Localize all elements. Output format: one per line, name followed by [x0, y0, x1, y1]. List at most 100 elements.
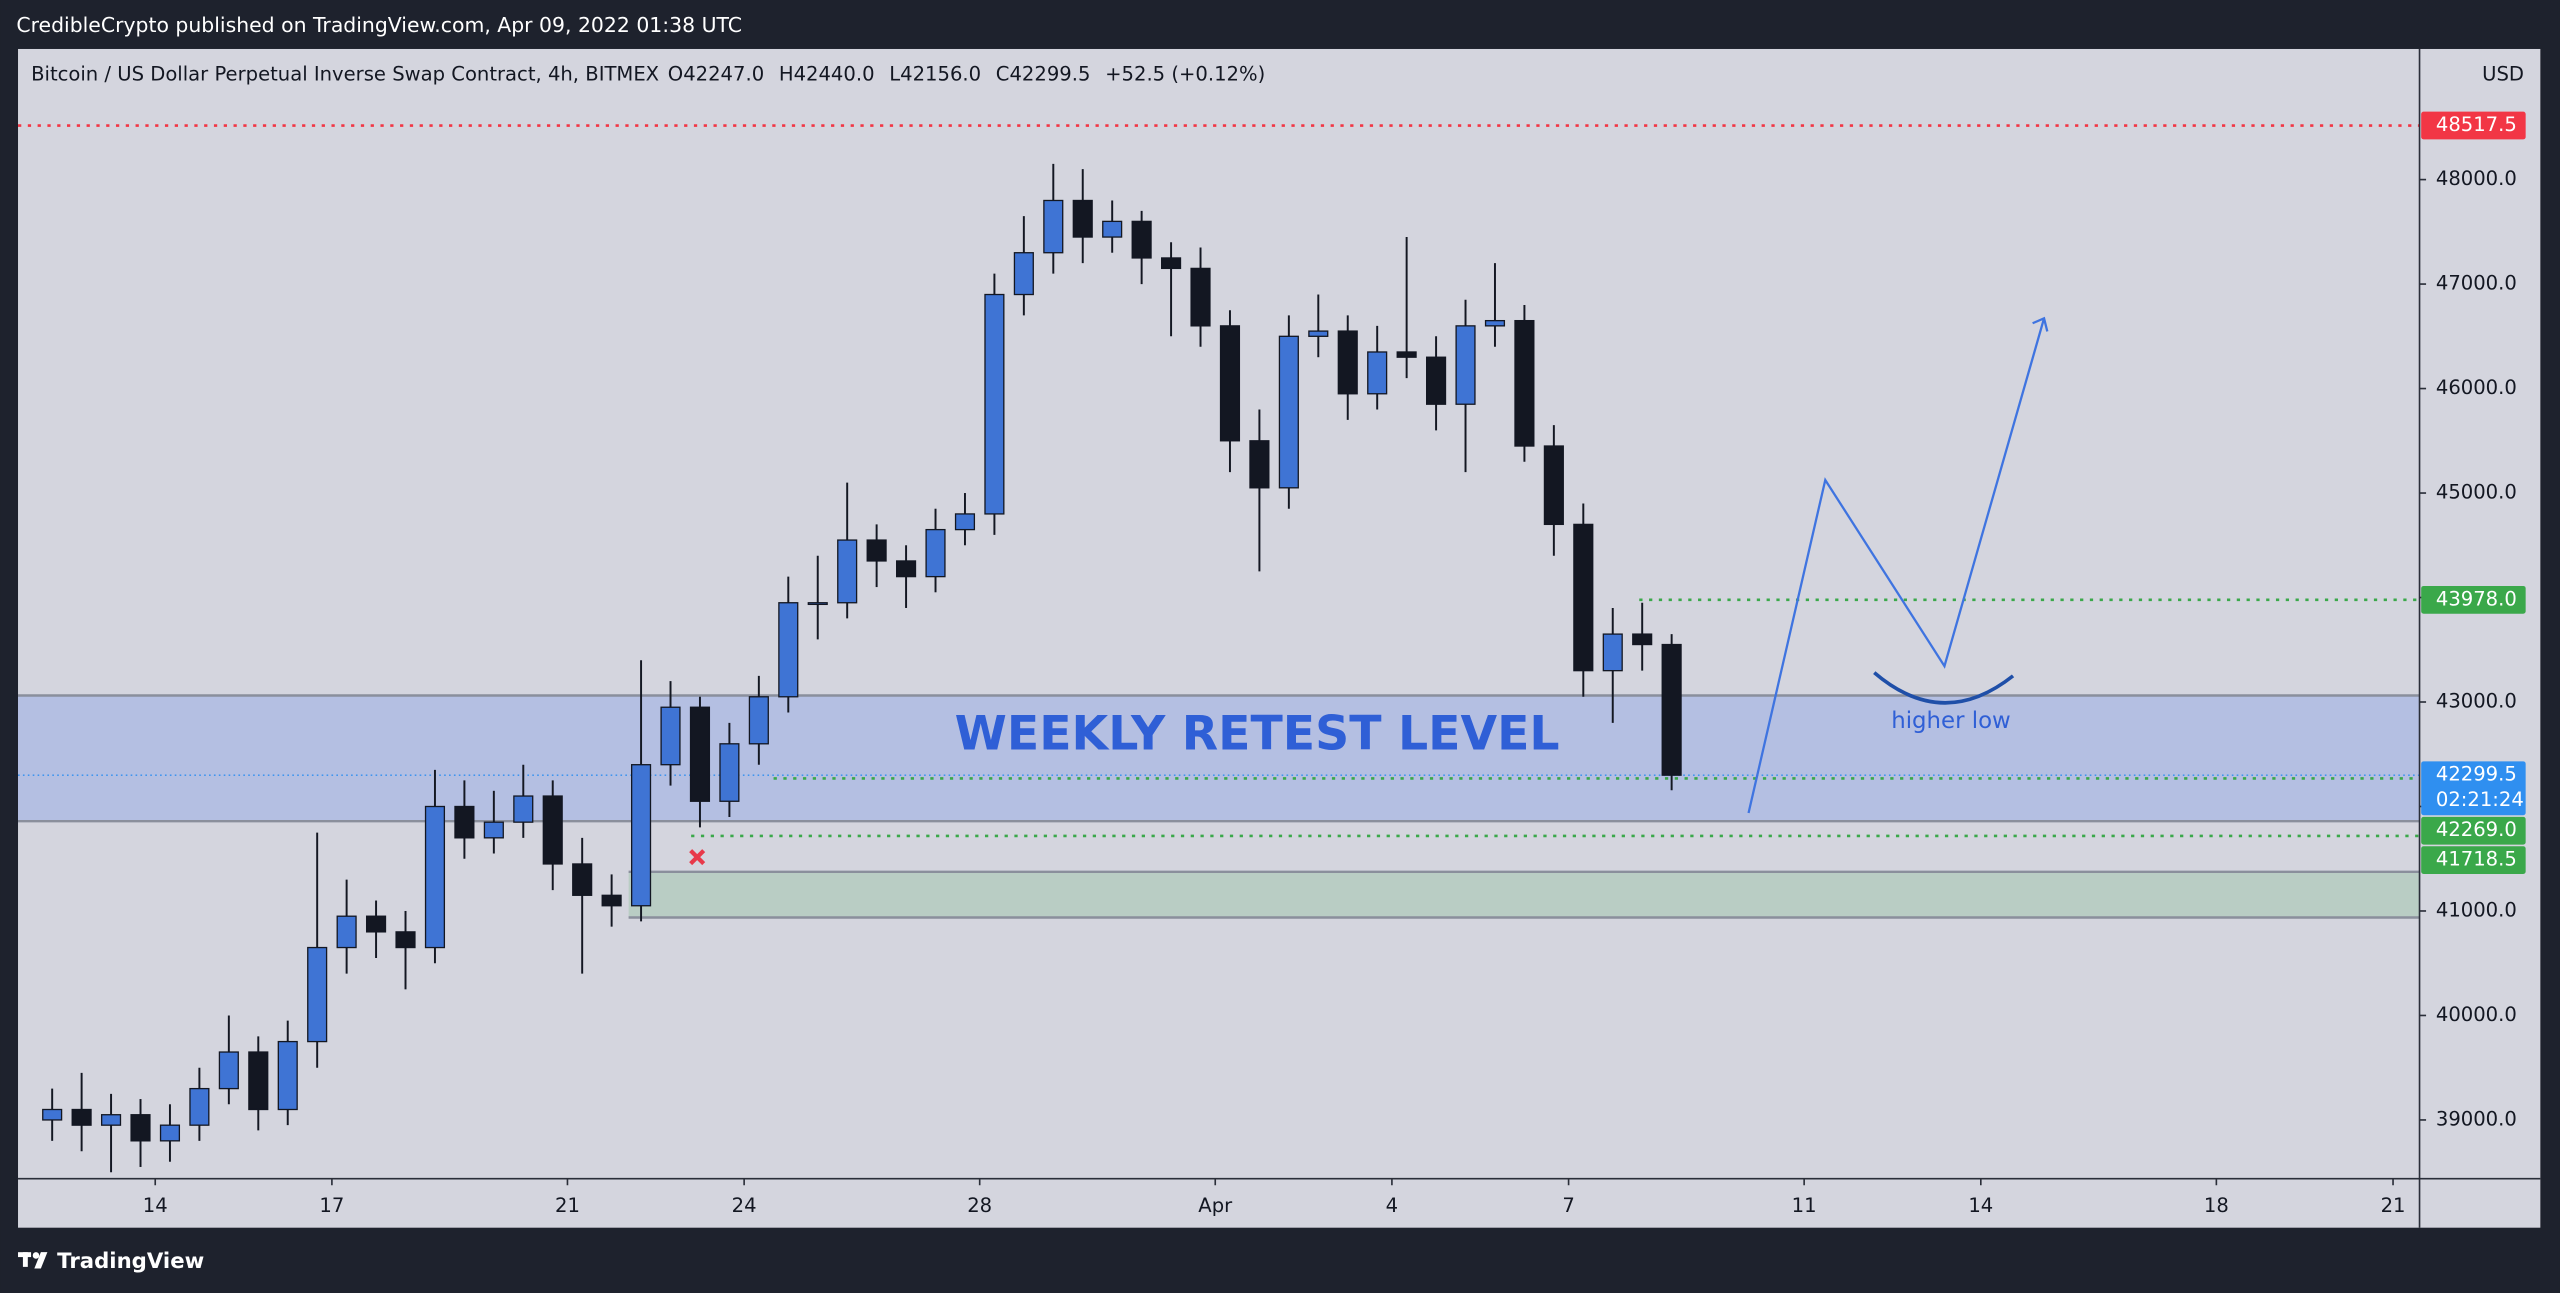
x-marker [689, 849, 706, 866]
candle-body [1190, 267, 1211, 327]
ohlc-value: O42247.0 [668, 63, 764, 86]
zone-annotation: WEEKLY RETEST LEVEL [955, 706, 1560, 761]
candle-body [1632, 633, 1653, 646]
candle-body [100, 1114, 122, 1126]
y-tick-label: 39000.0 [2436, 1107, 2517, 1130]
footer-brand: TradingView [57, 1249, 204, 1274]
candle-body [778, 602, 799, 698]
price-label-box [2421, 816, 2526, 845]
x-tick-label: 18 [2204, 1194, 2229, 1217]
candle-body [1602, 633, 1623, 672]
candle-body [954, 513, 976, 531]
arrow-head [2032, 316, 2049, 332]
price-label-box [2421, 761, 2526, 816]
x-tick-label: 14 [143, 1194, 168, 1217]
candle-body [483, 821, 504, 839]
candle-body [572, 863, 593, 896]
candle-body [218, 1051, 239, 1090]
candle-body [71, 1108, 92, 1126]
candle-body [689, 706, 711, 802]
candle-body [630, 764, 652, 907]
plot [18, 124, 2420, 1173]
candle-body [895, 560, 917, 578]
y-tick-label: 48000.0 [2436, 167, 2517, 190]
level-label: 41718.5 [2436, 848, 2517, 871]
projection-arrow [1747, 318, 2046, 814]
price-label-box [2421, 846, 2526, 874]
y-tick-label: 46000.0 [2436, 376, 2517, 399]
y-tick-label: 47000.0 [2436, 272, 2517, 295]
candle-body [1337, 330, 1358, 395]
candle-body [130, 1114, 151, 1142]
candle-body [1102, 220, 1123, 238]
publisher-line: CredibleCrypto published on TradingView.… [16, 13, 742, 37]
candle-body [1367, 351, 1388, 395]
candle-body [719, 743, 740, 802]
candle-body [837, 539, 858, 604]
candle-body [1484, 319, 1506, 327]
candle-body [1043, 199, 1064, 254]
bar-countdown: 02:21:24 [2436, 788, 2524, 811]
chart-area [18, 48, 2541, 1228]
candle-body [866, 539, 887, 562]
symbol-title: Bitcoin / US Dollar Perpetual Inverse Sw… [31, 63, 659, 86]
candle-body [925, 528, 946, 578]
x-tick-label: 24 [732, 1194, 757, 1217]
candle-body [248, 1051, 269, 1111]
candle-body [1426, 356, 1447, 405]
x-tick-label: 21 [555, 1194, 580, 1217]
x-tick-label: 4 [1386, 1194, 1398, 1217]
x-tick-label: Apr [1198, 1194, 1233, 1217]
y-tick-label: 41000.0 [2436, 898, 2517, 921]
x-tick-label: 21 [2381, 1194, 2406, 1217]
candle-body [454, 805, 475, 839]
price-label-box [2421, 111, 2526, 140]
ohlc-value: C42299.5 [996, 63, 1091, 86]
candle-body [807, 602, 828, 606]
x-tick-label: 7 [1562, 1194, 1574, 1217]
current-price-label: 42299.5 [2436, 763, 2517, 786]
pattern-annotation: higher low [1891, 708, 2011, 734]
candle-body [1013, 252, 1034, 296]
candle-body [513, 795, 534, 823]
candle-body [1072, 199, 1093, 238]
candle-body [1131, 220, 1152, 259]
ohlc-value: +52.5 (+0.12%) [1105, 63, 1265, 86]
candle-body [424, 805, 446, 949]
candle-body [1161, 257, 1182, 270]
candle-body [1308, 330, 1329, 337]
candle-body [336, 915, 357, 949]
candle-body [159, 1124, 181, 1142]
price-label-box [2421, 585, 2526, 614]
candle-body [660, 706, 681, 766]
currency-label: USD [2482, 63, 2524, 86]
tradingview-logo [18, 1252, 48, 1269]
ohlc-value: H42440.0 [779, 63, 875, 86]
candle-body [42, 1108, 63, 1121]
candle-body [748, 696, 769, 745]
x-tick-label: 28 [967, 1194, 992, 1217]
candle-body [277, 1040, 298, 1111]
candle-body [395, 931, 416, 949]
level-label: 43978.0 [2436, 587, 2517, 610]
candle-body [1455, 325, 1476, 405]
x-tick-label: 11 [1792, 1194, 1817, 1217]
candle-body [601, 894, 622, 907]
candle-body [542, 795, 563, 865]
level-label: 42269.0 [2436, 818, 2517, 841]
candle-body [189, 1087, 210, 1126]
candle-body [1249, 440, 1270, 489]
ohlc-legend: O42247.0 H42440.0 L42156.0 C42299.5 +52.5 (+… [668, 63, 1265, 86]
y-tick-label: 40000.0 [2436, 1003, 2517, 1026]
candle-body [1278, 335, 1299, 489]
candle-body [1543, 445, 1564, 526]
candle-body [1219, 325, 1241, 442]
x-tick-label: 17 [319, 1194, 344, 1217]
y-tick-label: 43000.0 [2436, 690, 2517, 713]
candle-body [1573, 523, 1594, 672]
ohlc-value: L42156.0 [889, 63, 981, 86]
higher-low-arc [1873, 671, 2015, 705]
y-tick-label: 45000.0 [2436, 481, 2517, 504]
